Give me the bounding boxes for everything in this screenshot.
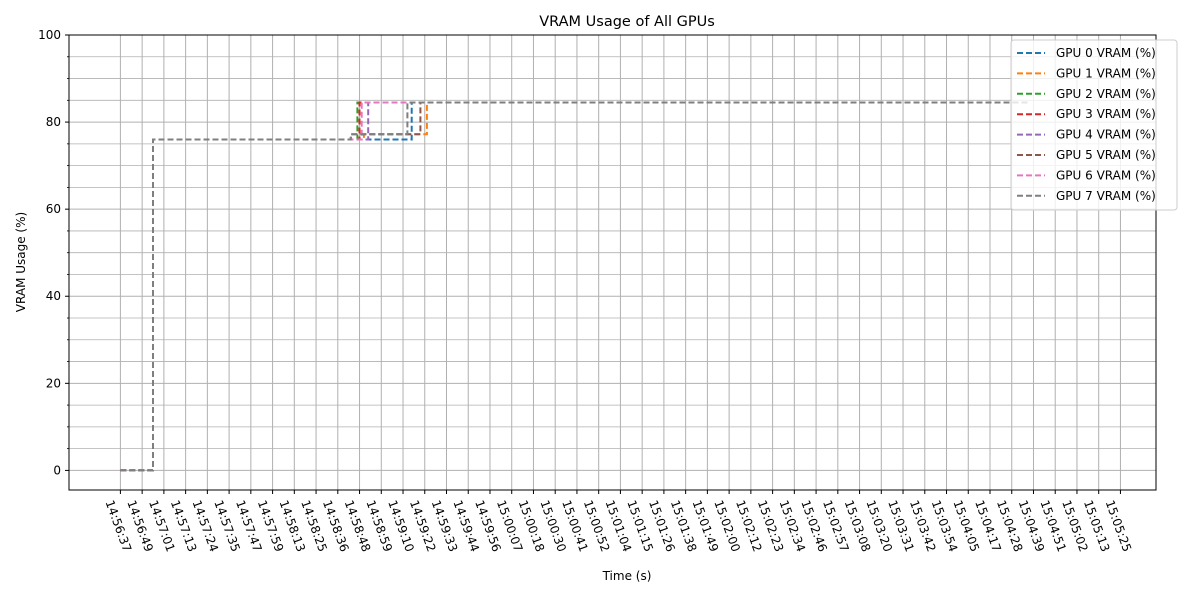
y-tick-label: 80 xyxy=(46,115,61,129)
x-axis-label: Time (s) xyxy=(602,569,652,583)
series-line-2 xyxy=(120,101,1030,472)
y-tick-label: 100 xyxy=(38,28,61,42)
legend: GPU 0 VRAM (%) GPU 1 VRAM (%) GPU 2 VRAM (… xyxy=(1010,39,1178,211)
legend-entry: GPU 7 VRAM (%) xyxy=(1056,189,1156,203)
legend-entry: GPU 2 VRAM (%) xyxy=(1056,87,1156,101)
y-tick-label: 60 xyxy=(46,202,61,216)
legend-box xyxy=(1010,39,1178,211)
legend-entry: GPU 4 VRAM (%) xyxy=(1056,128,1156,142)
legend-entry: GPU 3 VRAM (%) xyxy=(1056,107,1156,121)
y-tick-label: 40 xyxy=(46,289,61,303)
y-axis-label: VRAM Usage (%) xyxy=(14,212,28,312)
y-axis-ticks: 0 20 40 60 80 100 xyxy=(38,28,69,477)
legend-entry: GPU 5 VRAM (%) xyxy=(1056,148,1156,162)
legend-entry: GPU 0 VRAM (%) xyxy=(1056,46,1156,60)
y-tick-label: 0 xyxy=(53,463,61,477)
legend-entry: GPU 1 VRAM (%) xyxy=(1056,66,1156,80)
series-line-8 xyxy=(120,101,1030,472)
plot-frame xyxy=(68,34,1157,491)
plot-series xyxy=(120,101,1030,472)
legend-entry: GPU 6 VRAM (%) xyxy=(1056,168,1156,182)
chart-title: VRAM Usage of All GPUs xyxy=(539,14,715,30)
y-tick-label: 20 xyxy=(46,376,61,390)
